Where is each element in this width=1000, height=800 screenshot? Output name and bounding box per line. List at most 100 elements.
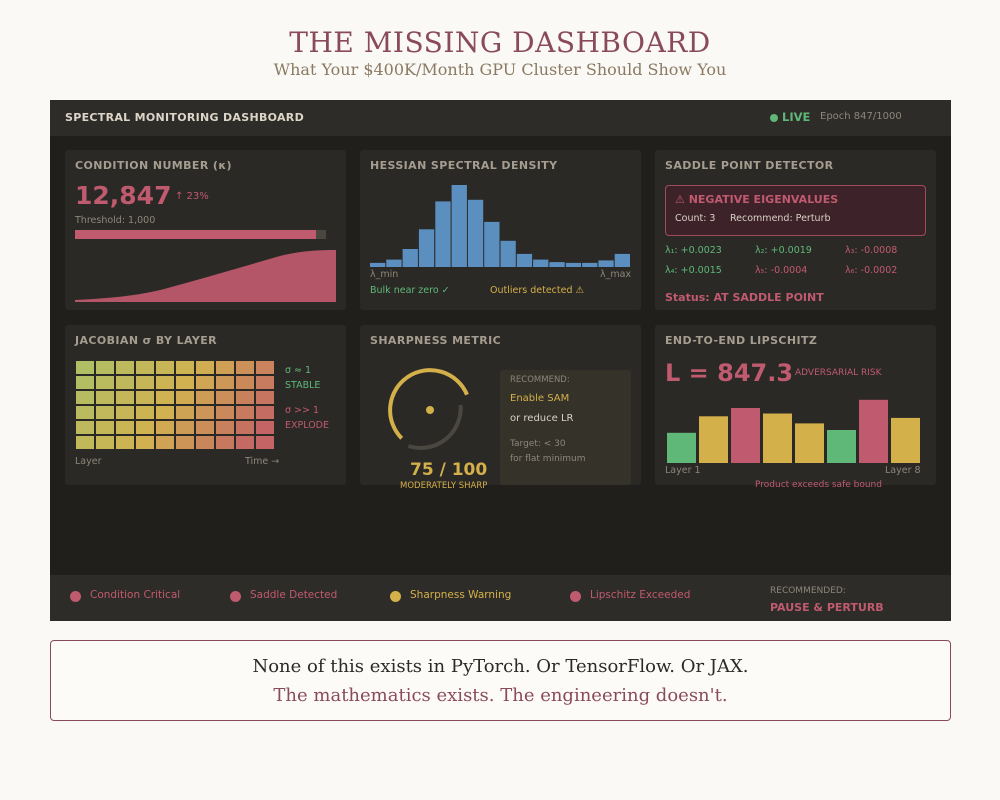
lipschitz-bar	[827, 430, 856, 463]
gauge-center-dot	[426, 406, 434, 414]
lipschitz-bar	[699, 416, 728, 463]
heatmap-cell	[136, 391, 154, 404]
heatmap-cell	[76, 436, 94, 449]
heatmap-cell	[236, 391, 254, 404]
lambda-max-label: λ_max	[600, 269, 632, 280]
heatmap-cell	[156, 436, 174, 449]
spectral-histogram	[370, 185, 630, 267]
heatmap-cell	[196, 361, 214, 374]
gauge-arc	[388, 368, 469, 440]
heatmap-cell	[156, 376, 174, 389]
eigenvalue-item: λ₂: +0.0019	[755, 245, 812, 256]
live-indicator-icon	[770, 114, 778, 122]
heatmap-cell	[216, 391, 234, 404]
histogram-bar	[402, 249, 418, 267]
dashboard-header: SPECTRAL MONITORING DASHBOARD LIVE Epoch…	[50, 100, 951, 136]
condition-number-panel[interactable]: CONDITION NUMBER (κ) 12,847 ↑ 23% Thresh…	[65, 150, 346, 310]
last-layer-label: Layer 8	[885, 465, 921, 476]
histogram-bar	[549, 262, 565, 267]
lipschitz-bar	[763, 413, 792, 463]
lipschitz-bar	[667, 432, 696, 463]
status-sharpness: Sharpness Warning	[410, 589, 512, 601]
eigenvalue-item: λ₃: -0.0008	[845, 245, 898, 256]
panel-title: HESSIAN SPECTRAL DENSITY	[370, 159, 558, 172]
sharpness-label: MODERATELY SHARP	[400, 481, 488, 491]
eigenvalue-item: λ₆: -0.0002	[845, 265, 898, 276]
heatmap-cell	[216, 361, 234, 374]
lipschitz-value: L = 847.3	[665, 359, 794, 387]
heatmap-cell	[76, 421, 94, 434]
heatmap-cell	[236, 406, 254, 419]
condition-threshold: Threshold: 1,000	[75, 215, 156, 226]
heatmap-cell	[236, 436, 254, 449]
heatmap-cell	[256, 361, 274, 374]
heatmap-cell	[236, 421, 254, 434]
status-footer: Condition Critical Saddle Detected Sharp…	[50, 575, 951, 621]
histogram-bar	[598, 260, 614, 267]
recommend-label: RECOMMEND:	[510, 375, 570, 385]
histogram-bar	[386, 259, 402, 267]
heatmap-cell	[256, 376, 274, 389]
lipschitz-panel[interactable]: END-TO-END LIPSCHITZ L = 847.3 ADVERSARI…	[655, 325, 936, 490]
heatmap-cell	[176, 391, 194, 404]
page-subtitle: What Your $400K/Month GPU Cluster Should…	[273, 60, 727, 79]
live-status: LIVE	[782, 110, 811, 124]
heatmap-cell	[256, 436, 274, 449]
outlier-note: Outliers detected ⚠	[490, 285, 585, 296]
lipschitz-bar	[731, 408, 760, 463]
heatmap-cell	[96, 361, 114, 374]
heatmap-cell	[156, 406, 174, 419]
heatmap-cell	[176, 361, 194, 374]
condition-trend-area	[75, 250, 336, 302]
condition-change: ↑ 23%	[175, 191, 209, 202]
recommended-action[interactable]: PAUSE & PERTURB	[770, 601, 884, 614]
heatmap-cell	[196, 406, 214, 419]
heatmap-cell	[136, 436, 154, 449]
epoch-counter: Epoch 847/1000	[820, 111, 902, 122]
histogram-bar	[565, 262, 582, 267]
lambda-min-label: λ_min	[370, 269, 399, 280]
heatmap-cell	[256, 406, 274, 419]
lipschitz-note: Product exceeds safe bound	[755, 480, 882, 490]
saddle-point-panel[interactable]: SADDLE POINT DETECTOR ⚠ NEGATIVE EIGENVA…	[655, 150, 936, 310]
status-dot-icon	[390, 591, 401, 602]
hessian-panel[interactable]: HESSIAN SPECTRAL DENSITY λ_min λ_max Bul…	[360, 150, 641, 310]
heatmap-cell	[216, 436, 234, 449]
histogram-bar	[582, 262, 598, 267]
heatmap-cell	[176, 421, 194, 434]
heatmap-cell	[136, 406, 154, 419]
histogram-bar	[467, 199, 484, 267]
status-condition: Condition Critical	[90, 589, 181, 601]
sharpness-panel[interactable]: SHARPNESS METRIC 75 / 100 MODERATELY SHA…	[360, 325, 641, 491]
heatmap-cell	[156, 361, 174, 374]
heatmap-cell	[116, 436, 134, 449]
heatmap-cell	[196, 436, 214, 449]
heatmap-cell	[136, 376, 154, 389]
heatmap-cell	[236, 376, 254, 389]
panel-title: SHARPNESS METRIC	[370, 334, 502, 347]
histogram-bar	[516, 253, 533, 267]
heatmap-cell	[176, 406, 194, 419]
status-lipschitz: Lipschitz Exceeded	[590, 589, 691, 601]
heatmap-cell	[96, 436, 114, 449]
x-axis-left-label: Layer	[75, 456, 102, 467]
heatmap-cell	[116, 361, 134, 374]
condition-trend-chart	[75, 250, 336, 302]
status-dot-icon	[70, 591, 81, 602]
heatmap-cell	[76, 391, 94, 404]
heatmap-cell	[196, 376, 214, 389]
sharpness-score: 75 / 100	[410, 460, 488, 480]
x-axis-right-label: Time →	[245, 456, 280, 467]
lipschitz-bar	[891, 417, 920, 463]
saddle-recommend: Recommend: Perturb	[730, 213, 831, 224]
heatmap-cell	[156, 421, 174, 434]
heatmap-cell	[76, 406, 94, 419]
dashboard: SPECTRAL MONITORING DASHBOARD LIVE Epoch…	[50, 100, 951, 621]
heatmap-cell	[96, 421, 114, 434]
heatmap-cell	[176, 376, 194, 389]
heatmap-cell	[196, 391, 214, 404]
heatmap-cell	[216, 376, 234, 389]
histogram-bar	[370, 262, 386, 267]
histogram-bar	[451, 185, 467, 267]
jacobian-panel[interactable]: JACOBIAN σ BY LAYER σ ≈ 1 STABLE σ >> 1 …	[65, 325, 346, 485]
